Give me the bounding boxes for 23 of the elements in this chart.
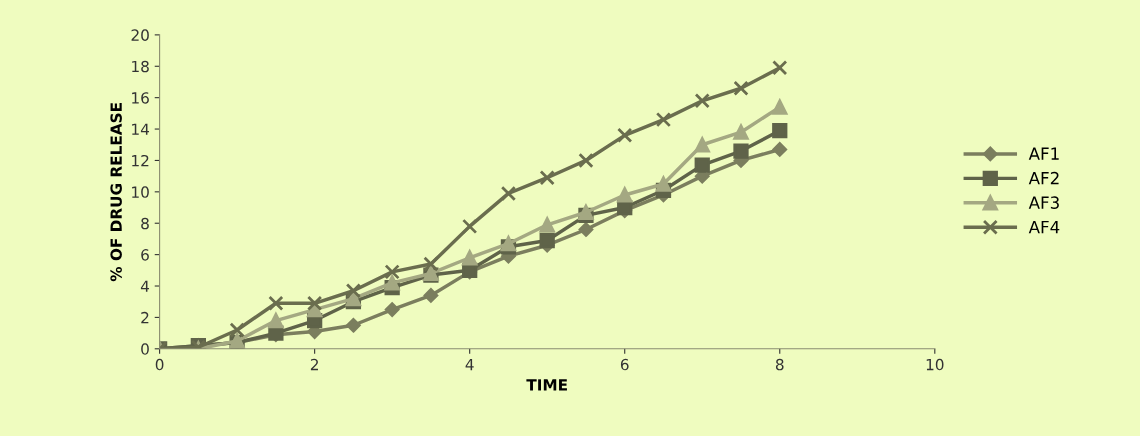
y-tick-label: 18: [132, 60, 149, 73]
y-axis-title: % OF DRUG RELEASE: [110, 103, 122, 282]
y-tick-label: 10: [132, 186, 149, 198]
legend-label: AF4: [1028, 220, 1060, 234]
legend-label: AF3: [1028, 196, 1059, 209]
y-tick-label: 12: [132, 154, 149, 167]
legend-label: AF2: [1028, 171, 1059, 185]
x-tick-label: 2: [310, 358, 318, 371]
y-tick-label: 14: [132, 123, 150, 135]
y-tick-label: 16: [132, 92, 149, 104]
x-tick-label: 6: [620, 358, 629, 371]
y-tick-label: 8: [141, 217, 149, 230]
y-tick-label: 2: [141, 311, 149, 324]
x-tick-label: 8: [775, 358, 784, 371]
legend-label: AF1: [1028, 147, 1059, 160]
x-tick-label: 10: [926, 358, 944, 371]
y-tick-label: 4: [140, 280, 150, 292]
x-axis-title: TIME: [526, 379, 567, 391]
x-tick-label: 4: [465, 358, 474, 371]
y-tick-label: 20: [131, 29, 149, 41]
y-tick-label: 0: [141, 343, 149, 355]
y-tick-label: 6: [141, 249, 149, 261]
x-tick-label: 0: [155, 358, 164, 371]
